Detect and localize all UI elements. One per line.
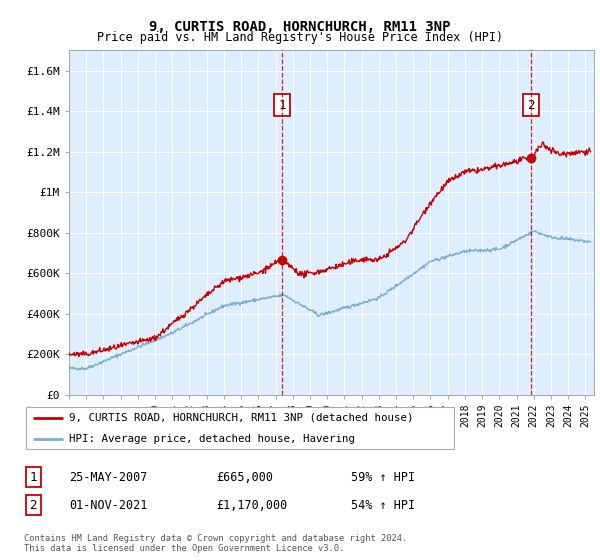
Text: 59% ↑ HPI: 59% ↑ HPI bbox=[351, 470, 415, 484]
Text: HPI: Average price, detached house, Havering: HPI: Average price, detached house, Have… bbox=[70, 435, 355, 444]
Text: Contains HM Land Registry data © Crown copyright and database right 2024.
This d: Contains HM Land Registry data © Crown c… bbox=[24, 534, 407, 553]
Text: 2: 2 bbox=[527, 99, 535, 111]
Text: 54% ↑ HPI: 54% ↑ HPI bbox=[351, 498, 415, 512]
Text: 9, CURTIS ROAD, HORNCHURCH, RM11 3NP: 9, CURTIS ROAD, HORNCHURCH, RM11 3NP bbox=[149, 20, 451, 34]
FancyBboxPatch shape bbox=[26, 407, 454, 449]
Text: £1,170,000: £1,170,000 bbox=[216, 498, 287, 512]
Text: 1: 1 bbox=[278, 99, 286, 111]
Text: 2: 2 bbox=[29, 498, 37, 512]
Text: 01-NOV-2021: 01-NOV-2021 bbox=[69, 498, 148, 512]
Text: £665,000: £665,000 bbox=[216, 470, 273, 484]
Text: 9, CURTIS ROAD, HORNCHURCH, RM11 3NP (detached house): 9, CURTIS ROAD, HORNCHURCH, RM11 3NP (de… bbox=[70, 413, 414, 423]
Text: 25-MAY-2007: 25-MAY-2007 bbox=[69, 470, 148, 484]
Text: Price paid vs. HM Land Registry's House Price Index (HPI): Price paid vs. HM Land Registry's House … bbox=[97, 31, 503, 44]
Text: 1: 1 bbox=[29, 470, 37, 484]
